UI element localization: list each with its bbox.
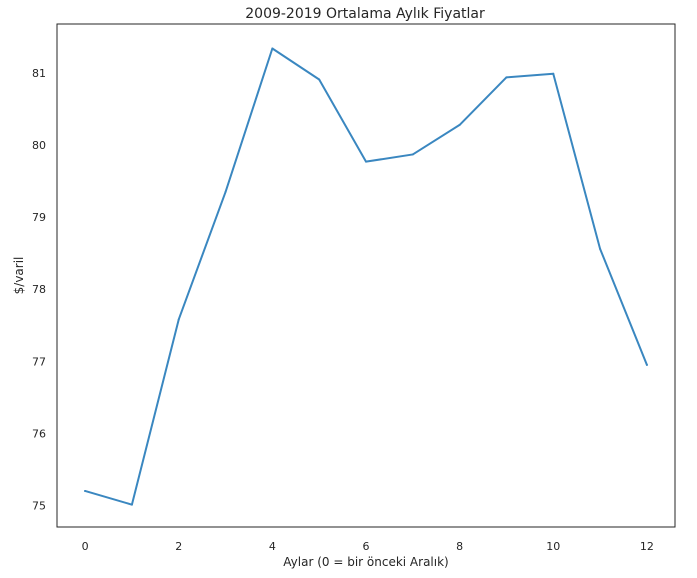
x-axis-ticks: 0 2 4 6 8 10 12 (82, 540, 654, 553)
data-point (84, 489, 87, 492)
x-tick-label: 8 (456, 540, 463, 553)
x-tick-label: 6 (363, 540, 370, 553)
data-point (411, 153, 414, 156)
data-point (645, 363, 648, 366)
y-axis-label: $/varil (12, 257, 26, 295)
data-point (552, 72, 555, 75)
y-tick-label: 76 (32, 427, 46, 440)
x-tick-label: 2 (175, 540, 182, 553)
y-tick-label: 78 (32, 283, 46, 296)
y-tick-label: 80 (32, 139, 46, 152)
y-tick-label: 75 (32, 499, 46, 512)
y-axis-ticks: 75 76 77 78 79 80 81 (32, 67, 46, 512)
data-point (505, 76, 508, 79)
x-tick-label: 10 (546, 540, 560, 553)
data-point (599, 247, 602, 250)
data-point (177, 318, 180, 321)
x-tick-label: 0 (82, 540, 89, 553)
plot-area (56, 23, 676, 528)
data-point (318, 78, 321, 81)
data-point (271, 47, 274, 50)
data-point (130, 503, 133, 506)
x-tick-label: 12 (640, 540, 654, 553)
data-point (224, 190, 227, 193)
chart-title: 2009-2019 Ortalama Aylık Fiyatlar (245, 6, 485, 22)
x-tick-label: 4 (269, 540, 276, 553)
data-points (84, 47, 648, 506)
y-tick-label: 81 (32, 67, 46, 80)
data-point (458, 123, 461, 126)
x-axis-label: Aylar (0 = bir önceki Aralık) (283, 555, 448, 569)
y-tick-label: 77 (32, 355, 46, 368)
y-tick-label: 79 (32, 211, 46, 224)
data-point (365, 160, 367, 163)
